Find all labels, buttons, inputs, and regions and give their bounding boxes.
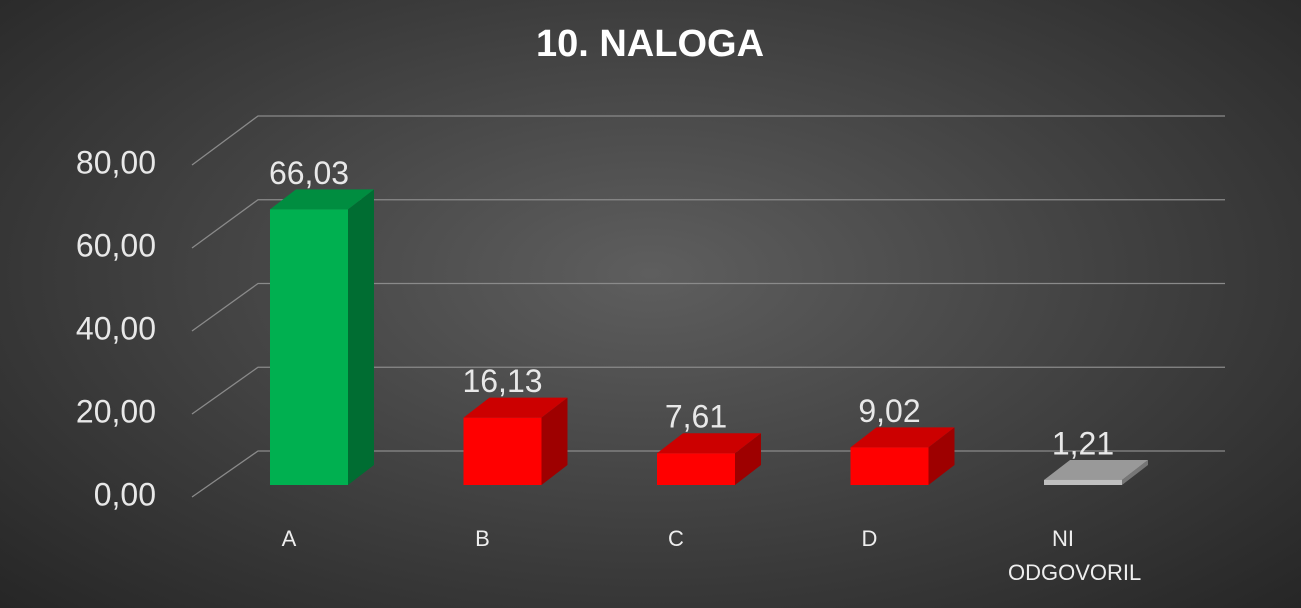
y-tick-label: 40,00 bbox=[76, 310, 156, 346]
x-tick-label: D bbox=[861, 526, 878, 551]
x-tick-label: NI ODGOVORIL bbox=[1008, 526, 1142, 585]
bar-side bbox=[348, 189, 374, 485]
grid-line bbox=[191, 199, 1225, 249]
bar-top bbox=[850, 427, 955, 448]
data-label: 16,13 bbox=[462, 363, 542, 399]
y-tick-label: 0,00 bbox=[94, 476, 156, 512]
bar-top bbox=[657, 433, 761, 454]
data-label: 9,02 bbox=[858, 393, 920, 429]
chart-title: 10. NALOGA bbox=[536, 23, 764, 65]
bar-top bbox=[270, 189, 374, 210]
bar bbox=[463, 417, 542, 485]
bar bbox=[850, 447, 929, 485]
x-tick-label: B bbox=[475, 526, 490, 551]
bar-side bbox=[928, 427, 955, 485]
x-tick-label: A bbox=[281, 526, 297, 551]
bar-top bbox=[463, 397, 568, 418]
bar-side bbox=[735, 433, 761, 485]
y-tick-label: 80,00 bbox=[76, 144, 156, 180]
data-label: 66,03 bbox=[269, 155, 349, 191]
grid-line bbox=[191, 115, 1225, 166]
data-label: 7,61 bbox=[665, 399, 727, 435]
bar-side bbox=[541, 397, 568, 485]
y-tick-label: 60,00 bbox=[76, 227, 156, 263]
grid-line bbox=[191, 282, 1225, 332]
bar bbox=[657, 453, 735, 485]
bar-side bbox=[1122, 459, 1148, 485]
y-tick-label: 20,00 bbox=[76, 393, 156, 429]
bar bbox=[270, 209, 348, 485]
bar bbox=[1044, 479, 1122, 485]
grid-line bbox=[191, 366, 1225, 415]
x-tick-label: C bbox=[668, 526, 684, 551]
data-label: 1,21 bbox=[1052, 425, 1114, 461]
bar-top bbox=[1044, 459, 1148, 480]
